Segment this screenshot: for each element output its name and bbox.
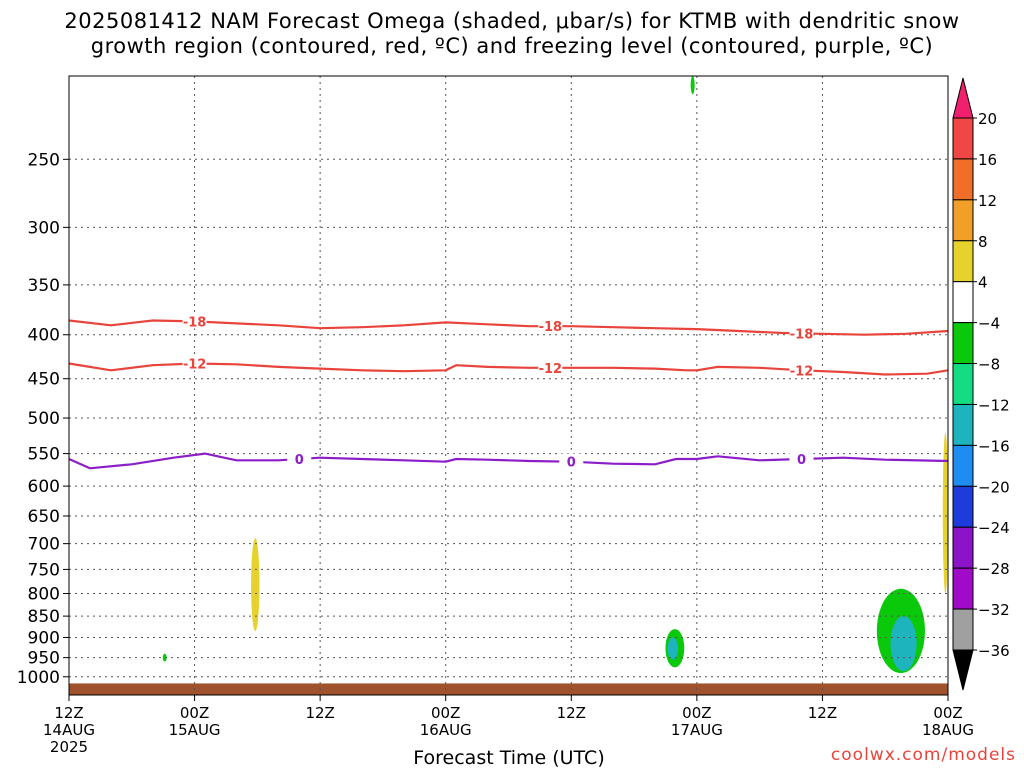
y-tick-label: 900 bbox=[28, 628, 60, 648]
omega-region bbox=[942, 432, 948, 594]
y-tick-label: 300 bbox=[28, 218, 60, 238]
colorbar-label: 16 bbox=[978, 151, 997, 169]
x-tick-label: 12Z bbox=[54, 704, 83, 722]
chart-title-line-2: growth region (contoured, red, ºC) and f… bbox=[90, 34, 934, 58]
contour-label: -18 bbox=[539, 320, 563, 335]
omega-region bbox=[667, 637, 679, 660]
terrain-fill bbox=[69, 683, 948, 695]
contour-label: -18 bbox=[183, 315, 207, 330]
contour-label: -12 bbox=[539, 362, 563, 377]
y-tick-label: 500 bbox=[28, 409, 60, 429]
contour-label: 0 bbox=[567, 456, 576, 471]
x-tick-label: 00Z bbox=[431, 704, 460, 722]
y-tick-label: 400 bbox=[28, 326, 60, 346]
x-tick-label: 12Z bbox=[557, 704, 586, 722]
x-tick-label: 12Z bbox=[305, 704, 334, 722]
colorbar-bottom-arrow bbox=[952, 649, 974, 691]
colorbar-bin bbox=[952, 444, 974, 487]
omega-region bbox=[162, 653, 167, 662]
contour-label-bg bbox=[287, 451, 312, 467]
colorbar-bin bbox=[952, 199, 974, 242]
contour-label-bg bbox=[559, 453, 584, 469]
y-axis: 2503003504004505005506006507007508008509… bbox=[17, 150, 69, 688]
chart-title-line-1: 2025081412 NAM Forecast Omega (shaded, μ… bbox=[64, 9, 960, 33]
contour-label-bg bbox=[789, 325, 814, 341]
y-tick-label: 550 bbox=[28, 445, 60, 465]
colorbar-bin bbox=[952, 526, 974, 569]
colorbar-label: −28 bbox=[978, 560, 1010, 578]
contours: -18 -18 -18 -12 -12 -12 0 0 0 bbox=[68, 313, 949, 471]
colorbar-bin bbox=[952, 158, 974, 201]
contour-label-bg bbox=[789, 451, 814, 467]
x-tick-label: 00Z bbox=[180, 704, 209, 722]
grid bbox=[69, 76, 948, 695]
colorbar: 20 16 12 8 4 −4 −8 −12 −16 −20 −24 −28 −32 −36 bbox=[952, 77, 1010, 691]
contour-label: 0 bbox=[797, 453, 806, 468]
contour-label-bg bbox=[182, 355, 207, 371]
y-tick-label: 850 bbox=[28, 607, 60, 627]
colorbar-label: −24 bbox=[978, 519, 1010, 537]
contour-label: -18 bbox=[790, 327, 814, 342]
colorbar-bin bbox=[952, 403, 974, 446]
contour-label: -12 bbox=[183, 357, 207, 372]
x-axis-label: Forecast Time (UTC) bbox=[413, 747, 604, 768]
contour-label-bg bbox=[538, 359, 563, 375]
y-tick-label: 1000 bbox=[17, 668, 60, 688]
omega-shading bbox=[162, 76, 948, 674]
colorbar-label: −32 bbox=[978, 601, 1010, 619]
y-tick-label: 350 bbox=[28, 276, 60, 296]
y-tick-label: 600 bbox=[28, 477, 60, 497]
colorbar-label: 4 bbox=[978, 274, 988, 292]
x-tick-label: 15AUG bbox=[169, 721, 221, 739]
colorbar-label: −20 bbox=[978, 478, 1010, 496]
colorbar-bin bbox=[952, 567, 974, 610]
x-tick-label: 18AUG bbox=[922, 721, 974, 739]
contour-label-bg bbox=[538, 318, 563, 334]
contour-line bbox=[68, 452, 949, 470]
colorbar-label: −16 bbox=[978, 437, 1010, 455]
colorbar-label: −36 bbox=[978, 642, 1010, 660]
x-tick-label: 17AUG bbox=[671, 721, 723, 739]
x-tick-label: 16AUG bbox=[420, 721, 472, 739]
colorbar-label: 20 bbox=[978, 110, 997, 128]
omega-region bbox=[251, 538, 260, 632]
colorbar-bin bbox=[952, 117, 974, 160]
contour-label-bg bbox=[789, 362, 814, 378]
credit: coolwx.com/models bbox=[830, 745, 1016, 765]
x-tick-label: 00Z bbox=[933, 704, 962, 722]
colorbar-bin bbox=[952, 281, 974, 324]
omega-region bbox=[890, 616, 917, 672]
y-tick-label: 250 bbox=[28, 150, 60, 170]
colorbar-label: −8 bbox=[978, 356, 1000, 374]
colorbar-label: −12 bbox=[978, 396, 1010, 414]
colorbar-bin bbox=[952, 240, 974, 283]
colorbar-bin bbox=[952, 363, 974, 405]
contour-label-bg bbox=[182, 313, 207, 329]
y-tick-label: 700 bbox=[28, 535, 60, 555]
plot-border bbox=[68, 75, 949, 696]
colorbar-label: 8 bbox=[978, 233, 988, 251]
y-tick-label: 800 bbox=[28, 584, 60, 604]
terrain bbox=[69, 683, 948, 695]
x-tick-label: 2025 bbox=[50, 738, 88, 756]
colorbar-bin bbox=[952, 485, 974, 528]
x-tick-label: 00Z bbox=[682, 704, 711, 722]
plot-frame bbox=[68, 75, 949, 696]
contour-label: -12 bbox=[790, 364, 814, 379]
colorbar-label: 12 bbox=[978, 192, 997, 210]
colorbar-top-arrow bbox=[952, 77, 974, 119]
y-tick-label: 450 bbox=[28, 370, 60, 390]
colorbar-bin bbox=[952, 322, 974, 365]
colorbar-bin bbox=[952, 608, 974, 651]
y-tick-label: 950 bbox=[28, 649, 60, 669]
y-tick-label: 650 bbox=[28, 507, 60, 527]
x-tick-label: 14AUG bbox=[43, 721, 95, 739]
x-tick-label: 12Z bbox=[808, 704, 837, 722]
colorbar-label: −4 bbox=[978, 315, 1000, 333]
omega-region bbox=[690, 76, 695, 95]
y-tick-label: 750 bbox=[28, 560, 60, 580]
contour-label: 0 bbox=[295, 453, 304, 468]
